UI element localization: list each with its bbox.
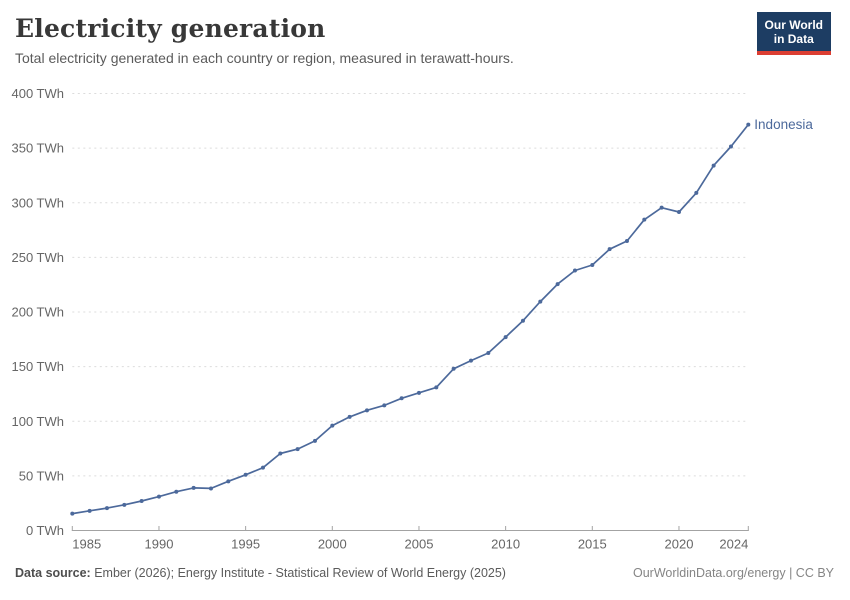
y-tick-label-100: 100 TWh bbox=[11, 414, 64, 429]
data-point-1991[interactable] bbox=[174, 489, 179, 494]
y-tick-label-50: 50 TWh bbox=[19, 468, 64, 483]
y-tick-label-0: 0 TWh bbox=[26, 523, 64, 538]
data-point-1999[interactable] bbox=[312, 438, 317, 443]
data-point-2004[interactable] bbox=[399, 396, 404, 401]
data-point-2024[interactable] bbox=[746, 122, 751, 127]
data-point-2014[interactable] bbox=[572, 268, 577, 273]
data-point-1996[interactable] bbox=[260, 465, 265, 470]
data-point-1997[interactable] bbox=[278, 451, 283, 456]
credit-link[interactable]: OurWorldinData.org/energy | CC BY bbox=[632, 566, 834, 580]
owid-logo-line2: in Data bbox=[773, 32, 814, 47]
data-point-2006[interactable] bbox=[434, 385, 439, 390]
x-tick-label-1985: 1985 bbox=[72, 537, 101, 552]
x-tick-label-1995: 1995 bbox=[231, 537, 260, 552]
data-point-1988[interactable] bbox=[122, 502, 127, 507]
data-point-2017[interactable] bbox=[624, 238, 629, 243]
y-tick-label-200: 200 TWh bbox=[11, 305, 64, 320]
data-point-2003[interactable] bbox=[382, 403, 387, 408]
data-point-2010[interactable] bbox=[503, 335, 508, 340]
page-title: Electricity generation bbox=[15, 14, 326, 43]
data-point-2011[interactable] bbox=[520, 318, 525, 323]
data-point-2022[interactable] bbox=[711, 163, 716, 168]
data-point-2023[interactable] bbox=[728, 144, 733, 149]
data-point-2021[interactable] bbox=[694, 190, 699, 195]
data-source: Data source: Ember (2026); Energy Instit… bbox=[15, 566, 506, 580]
chart-header: Electricity generation Total electricity… bbox=[15, 12, 835, 66]
y-tick-label-400: 400 TWh bbox=[11, 86, 64, 101]
data-point-1993[interactable] bbox=[208, 486, 213, 491]
data-point-1989[interactable] bbox=[139, 499, 144, 504]
x-tick-label-2010: 2010 bbox=[491, 537, 520, 552]
data-point-2019[interactable] bbox=[659, 205, 664, 210]
data-point-2015[interactable] bbox=[590, 263, 595, 268]
data-point-1994[interactable] bbox=[226, 479, 231, 484]
x-tick-label-2020: 2020 bbox=[665, 537, 694, 552]
owid-logo[interactable]: Our World in Data bbox=[756, 12, 831, 55]
y-tick-label-350: 350 TWh bbox=[11, 141, 64, 156]
data-point-2016[interactable] bbox=[607, 247, 612, 252]
data-point-2012[interactable] bbox=[538, 299, 543, 304]
data-point-2005[interactable] bbox=[416, 390, 421, 395]
data-point-2001[interactable] bbox=[347, 414, 352, 419]
x-tick-label-1990: 1990 bbox=[145, 537, 174, 552]
data-point-1987[interactable] bbox=[104, 506, 109, 511]
data-point-1995[interactable] bbox=[243, 472, 248, 477]
x-tick-label-2005: 2005 bbox=[405, 537, 434, 552]
x-tick-label-2000: 2000 bbox=[318, 537, 347, 552]
data-point-1992[interactable] bbox=[191, 485, 196, 490]
data-point-2000[interactable] bbox=[330, 423, 335, 428]
data-point-2002[interactable] bbox=[364, 408, 369, 413]
series-label-indonesia[interactable]: Indonesia bbox=[754, 117, 813, 132]
chart-subtitle: Total electricity generated in each coun… bbox=[15, 50, 514, 66]
data-point-2018[interactable] bbox=[642, 217, 647, 222]
data-point-1998[interactable] bbox=[295, 447, 300, 452]
data-point-2013[interactable] bbox=[555, 282, 560, 287]
data-point-2007[interactable] bbox=[451, 366, 456, 371]
x-tick-label-2024: 2024 bbox=[719, 537, 748, 552]
chart-footer: Data source: Ember (2026); Energy Instit… bbox=[15, 566, 834, 580]
data-point-2020[interactable] bbox=[676, 210, 681, 215]
data-point-2009[interactable] bbox=[486, 350, 491, 355]
data-point-1986[interactable] bbox=[87, 508, 92, 513]
data-point-1990[interactable] bbox=[156, 494, 161, 499]
indonesia-line[interactable] bbox=[71, 123, 750, 515]
y-tick-label-300: 300 TWh bbox=[11, 195, 64, 210]
x-tick-label-2015: 2015 bbox=[578, 537, 607, 552]
data-source-label: Data source: bbox=[15, 566, 91, 580]
data-point-2008[interactable] bbox=[468, 358, 473, 363]
data-point-1985[interactable] bbox=[70, 511, 75, 516]
y-tick-label-250: 250 TWh bbox=[11, 250, 64, 265]
y-tick-label-150: 150 TWh bbox=[11, 359, 64, 374]
data-source-text: Ember (2026); Energy Institute - Statist… bbox=[90, 566, 506, 580]
owid-logo-line1: Our World bbox=[764, 18, 823, 32]
